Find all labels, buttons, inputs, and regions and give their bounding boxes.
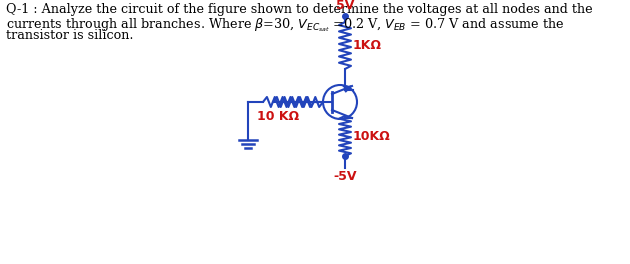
Text: 5V: 5V <box>336 0 354 12</box>
Text: transistor is silicon.: transistor is silicon. <box>6 29 134 42</box>
Text: 10 KΩ: 10 KΩ <box>258 110 299 123</box>
Text: currents through all branches. Where $\beta$=30, $V_{EC_{sat}}$ =0.2 V, $V_{EB}$: currents through all branches. Where $\b… <box>6 16 564 34</box>
Text: 1KΩ: 1KΩ <box>353 39 382 52</box>
Text: 10KΩ: 10KΩ <box>353 130 391 143</box>
Text: Q-1 : Analyze the circuit of the figure shown to determine the voltages at all n: Q-1 : Analyze the circuit of the figure … <box>6 3 593 16</box>
Text: -5V: -5V <box>333 170 357 183</box>
